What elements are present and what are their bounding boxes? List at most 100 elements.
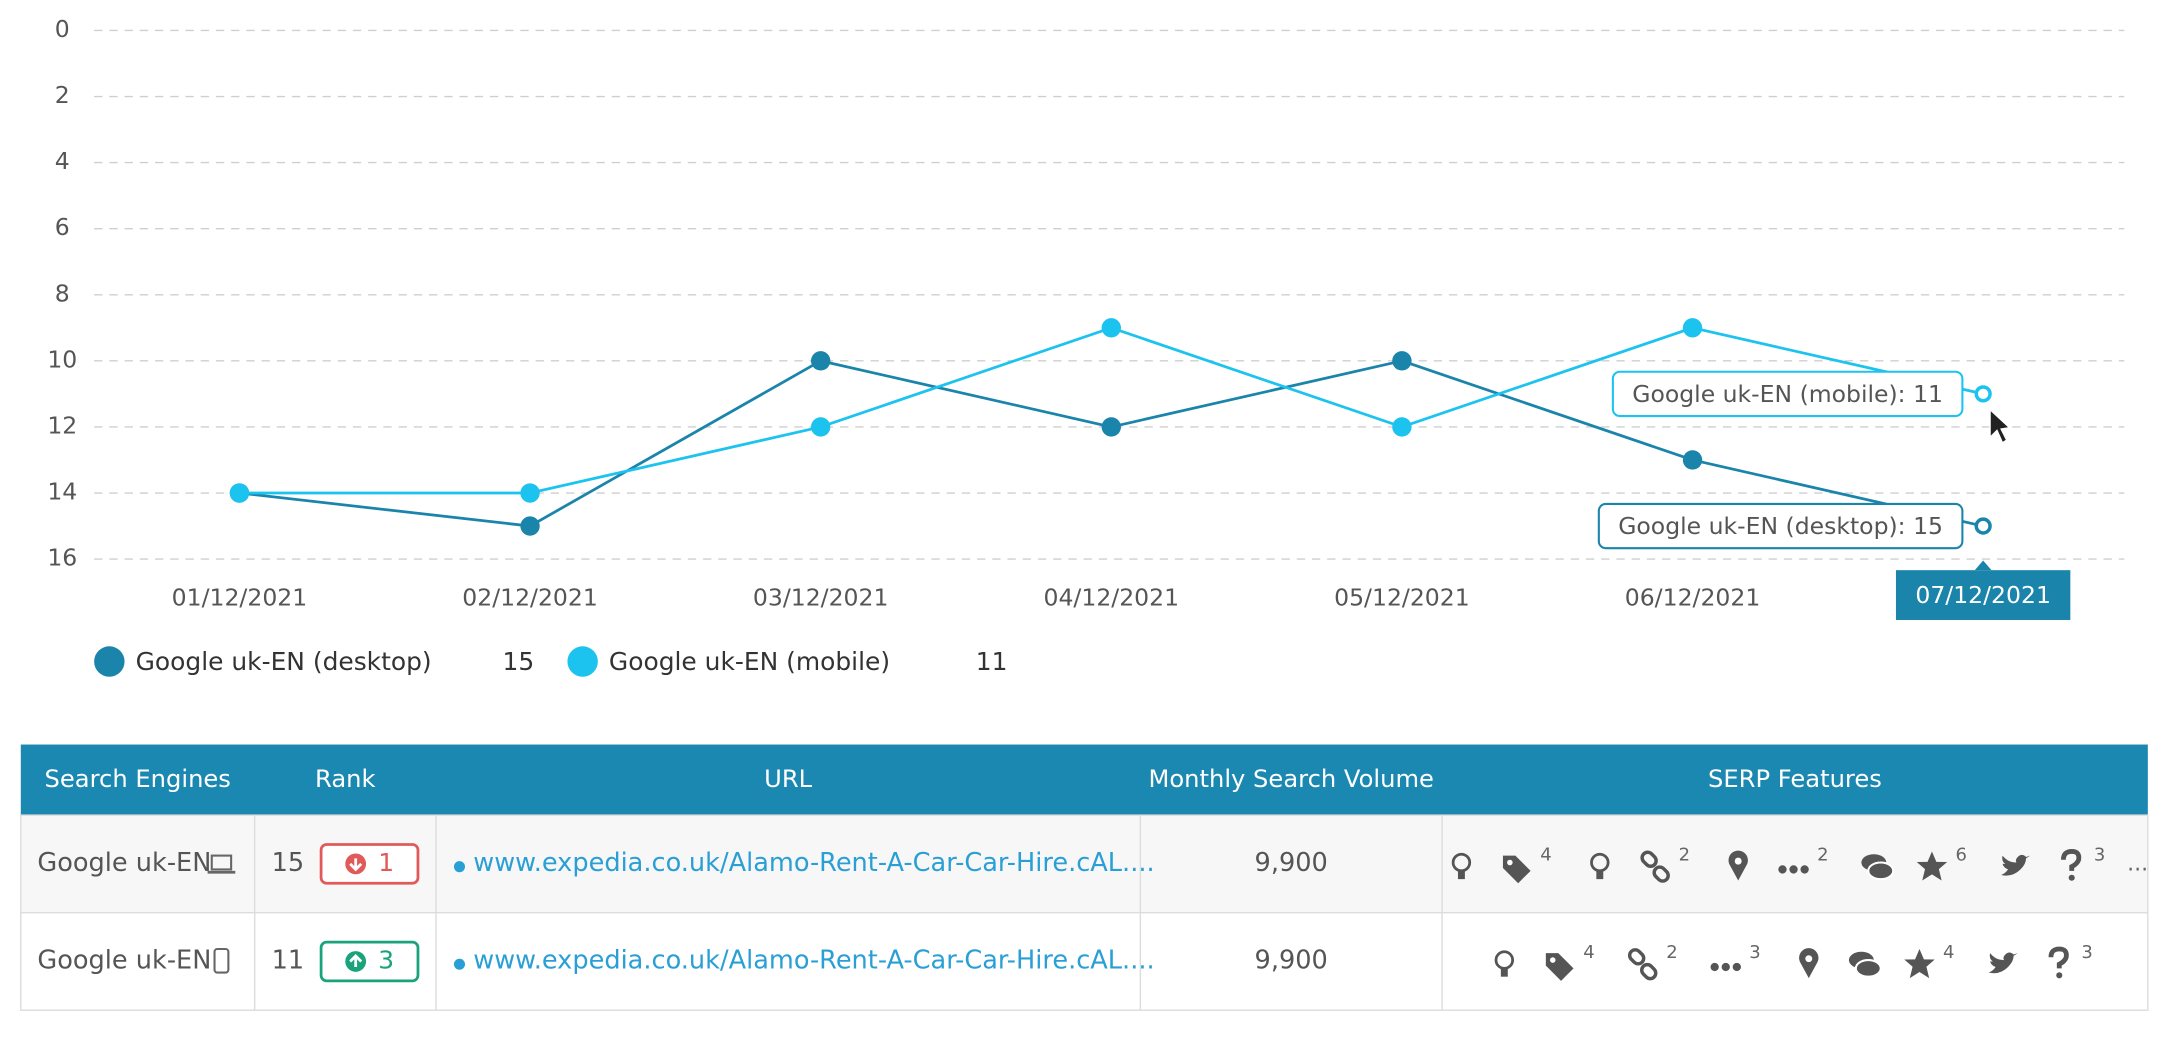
icon-part <box>1721 962 1730 972</box>
icon-part <box>2048 946 2069 969</box>
serp-icon-twitter <box>1988 952 2018 974</box>
serp-overflow: ... <box>2127 850 2148 876</box>
url-link[interactable]: www.expedia.co.uk/Alamo-Rent-A-Car-Car-H… <box>473 848 1154 878</box>
x-tick-label: 02/12/2021 <box>462 584 598 612</box>
serp-count: 2 <box>1679 845 1690 866</box>
icon-part <box>1800 865 1809 874</box>
icon-part <box>1627 948 1646 966</box>
y-tick-label: 8 <box>55 279 70 307</box>
icon-part <box>1500 968 1508 977</box>
search-volume: 9,900 <box>1255 945 1328 975</box>
y-tick-label: 0 <box>55 15 70 43</box>
table-header-cell: URL <box>764 765 813 793</box>
y-tick-label: 6 <box>55 213 70 241</box>
tooltip-box <box>1597 502 1964 550</box>
icon-part <box>1805 955 1813 963</box>
table-header-cell: Rank <box>315 765 375 793</box>
rank-change-arrow <box>349 953 363 967</box>
icon-part <box>1728 850 1748 881</box>
device-icon <box>213 947 230 974</box>
series-point <box>520 483 540 503</box>
serp-icon-chat <box>1861 854 1895 881</box>
icon-part <box>1549 957 1556 963</box>
engine-name: Google uk-EN <box>37 945 211 975</box>
legend-swatch <box>94 646 125 677</box>
serp-icon-tag <box>1545 953 1574 981</box>
device-icon <box>210 854 233 871</box>
y-tick-label: 2 <box>55 81 70 109</box>
serp-icon-pin <box>1728 850 1748 881</box>
search-volume: 9,900 <box>1255 848 1328 878</box>
serp-count: 4 <box>1943 942 1954 963</box>
tooltip-text: Google uk-EN (mobile): 11 <box>1632 380 1943 408</box>
cursor <box>1989 408 2011 444</box>
series-point <box>1392 351 1412 371</box>
serp-count: 2 <box>1666 942 1677 963</box>
serp-count: 4 <box>1583 942 1594 963</box>
serp-icon-more <box>1778 865 1809 874</box>
rank-change-arrow <box>349 858 363 872</box>
serp-icon-tag <box>1502 855 1531 884</box>
rank-change: 3 <box>378 945 394 974</box>
table-header-cell: Search Engines <box>45 765 231 793</box>
icon-part <box>1640 850 1658 868</box>
rank-change: 1 <box>378 848 394 877</box>
legend-value: 15 <box>503 647 535 676</box>
icon-part <box>1778 865 1787 874</box>
serp-icon-question <box>2060 849 2082 881</box>
x-tick-label: 04/12/2021 <box>1044 584 1180 612</box>
series-point <box>229 483 250 503</box>
icon-part <box>1789 865 1798 874</box>
icon-part <box>1732 962 1741 972</box>
serp-icon-bulb <box>1451 852 1472 880</box>
serp-icon-more <box>1710 962 1741 972</box>
y-tick-label: 10 <box>47 345 77 373</box>
icon-part <box>2056 972 2063 979</box>
table-header-cell: Monthly Search Volume <box>1148 765 1433 793</box>
series-point <box>520 516 540 536</box>
serp-icon-twitter <box>2001 854 2031 876</box>
legend-swatch <box>567 646 598 677</box>
serp-count: 3 <box>2094 845 2105 866</box>
serp-count: 3 <box>2081 942 2092 963</box>
icon-part <box>1867 861 1895 881</box>
icon-part <box>1799 948 1819 979</box>
icon-part <box>1652 865 1670 883</box>
icon-part <box>1596 870 1604 880</box>
icon-part <box>1457 870 1465 880</box>
serp-icon-pin <box>1799 948 1819 979</box>
icon-part <box>1507 859 1513 866</box>
y-tick-label: 14 <box>47 478 77 506</box>
x-tick-label: 03/12/2021 <box>753 584 889 612</box>
icon-part <box>1734 857 1742 865</box>
serp-icon-link <box>1627 948 1658 981</box>
legend-value: 11 <box>976 647 1008 676</box>
series-point <box>1101 417 1121 437</box>
serp-count: 6 <box>1955 845 1966 866</box>
y-tick-label: 4 <box>55 147 70 175</box>
icon-part <box>1988 952 2018 974</box>
rank: 11 <box>272 945 305 975</box>
series-point <box>1974 385 1992 403</box>
rank: 15 <box>272 848 305 878</box>
icon-part <box>1904 949 1935 979</box>
x-tick-label: 01/12/2021 <box>172 584 308 612</box>
icon-part <box>1710 962 1719 972</box>
hover-date-box <box>1895 570 2071 620</box>
series-point <box>810 417 831 437</box>
url-link[interactable]: www.expedia.co.uk/Alamo-Rent-A-Car-Car-H… <box>473 945 1154 975</box>
serp-icon-star <box>1916 851 1948 881</box>
y-tick-label: 12 <box>47 411 77 439</box>
x-tick-label: 05/12/2021 <box>1334 584 1470 612</box>
serp-icon-bulb <box>1590 852 1610 880</box>
series-point <box>1682 450 1703 470</box>
rank-change-badge <box>319 843 420 885</box>
serp-icon-chat <box>1848 951 1882 978</box>
serp-icon-bulb <box>1494 950 1515 977</box>
icon-part <box>2060 849 2082 871</box>
rank-change-badge <box>319 940 420 983</box>
table-header-cell: SERP Features <box>1708 765 1882 793</box>
y-tick-label: 16 <box>47 544 77 572</box>
engine-name: Google uk-EN <box>37 848 211 878</box>
